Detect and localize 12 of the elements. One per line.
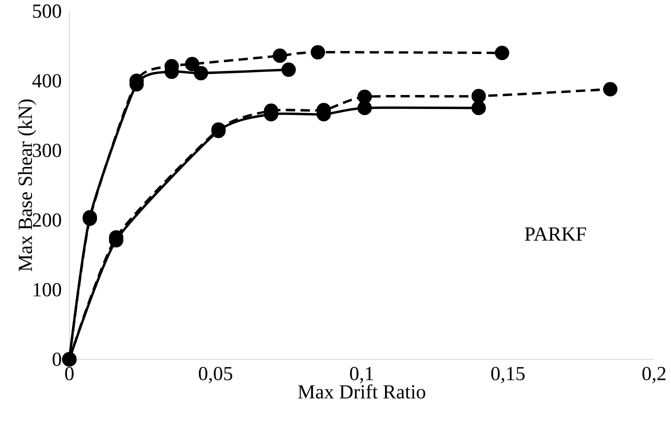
annotation: PARKF (524, 227, 586, 240)
x-tick-label: 0,1 (350, 366, 374, 383)
y-tick-label: 100 (34, 282, 62, 296)
x-tick-label: 0,05 (198, 366, 232, 383)
x-axis-title: Max Drift Ratio (298, 384, 426, 398)
x-tick-label: 0 (65, 366, 74, 380)
y-tick-label: 0 (52, 352, 62, 366)
x-tick-label: 0,15 (491, 366, 525, 383)
y-tick-label: 400 (32, 74, 62, 88)
y-tick-label: 300 (32, 144, 62, 157)
y-tick-label: 500 (33, 4, 62, 18)
x-tick-label: 0,2 (642, 366, 666, 383)
